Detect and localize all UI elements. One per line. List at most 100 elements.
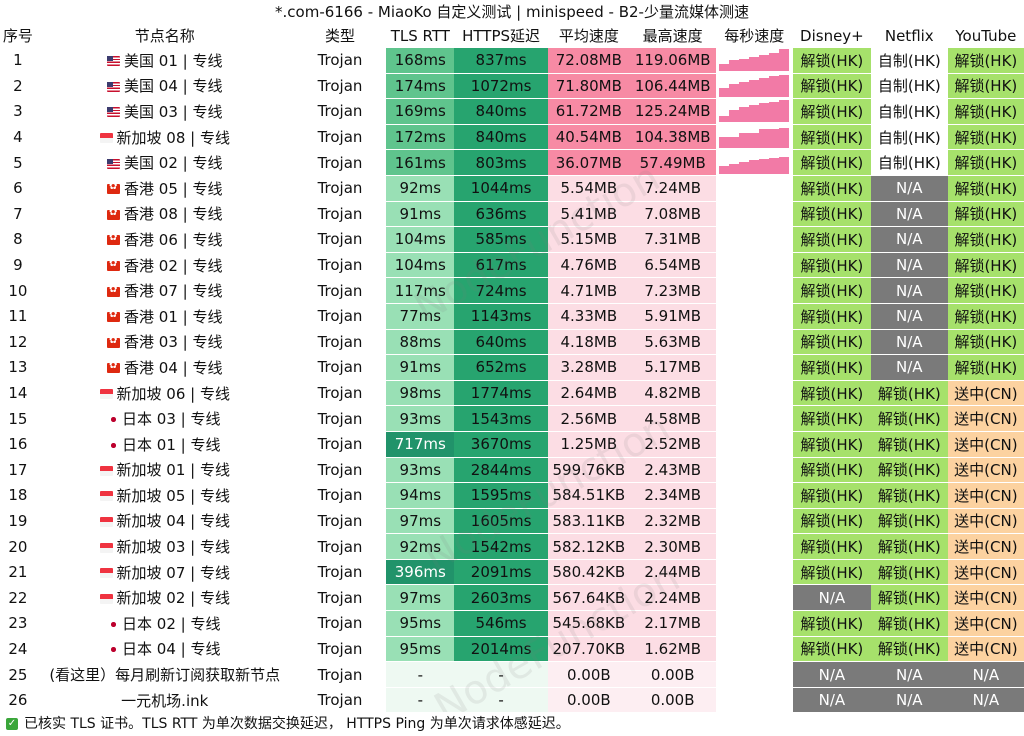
cell-youtube: 解锁(HK) xyxy=(947,226,1024,253)
cell-youtube: 送中(CN) xyxy=(947,457,1024,484)
cell-per-second-speed xyxy=(715,687,793,714)
flag-hk-icon xyxy=(107,181,121,195)
cell-index: 25 xyxy=(0,661,36,688)
cell-youtube: N/A xyxy=(947,687,1024,714)
speed-sparkline-bar xyxy=(749,57,760,72)
cell-disney: 解锁(HK) xyxy=(792,98,871,125)
cell-node-name: 一元机场.ink xyxy=(35,687,294,714)
node-name-text: 美国 04 | 专线 xyxy=(124,77,223,96)
header-tls-rtt[interactable]: TLS RTT xyxy=(386,24,455,48)
header-disney[interactable]: Disney+ xyxy=(792,24,871,48)
table-row[interactable]: 1 美国 01 | 专线 Trojan 168ms 837ms 72.08MB 119.06… xyxy=(0,47,1024,74)
cell-type: Trojan xyxy=(293,277,387,304)
header-https-latency[interactable]: HTTPS延迟 xyxy=(454,24,548,48)
node-name-text: 香港 08 | 专线 xyxy=(124,205,223,224)
table-row[interactable]: 23 日本 02 | 专线 Trojan 95ms 546ms 545.68KB 2.17M… xyxy=(0,610,1024,637)
header-node-name[interactable]: 节点名称 xyxy=(35,24,294,48)
table-row[interactable]: 11 香港 01 | 专线 Trojan77ms1143ms4.33MB5.91MB… xyxy=(0,303,1024,330)
cell-max-speed: 4.58MB xyxy=(629,405,716,432)
cell-node-name: 新加坡 05 | 专线 xyxy=(35,482,294,509)
table-row[interactable]: 24 日本 04 | 专线 Trojan 95ms 2014ms 207.70KB 1.62… xyxy=(0,636,1024,663)
table-row[interactable]: 25 (看这里）每月刷新订阅获取新节点 Trojan - -0.00B 0.00B N/A N… xyxy=(0,661,1024,688)
header-max-speed[interactable]: 最高速度 xyxy=(629,24,716,48)
cell-per-second-speed xyxy=(715,431,793,458)
table-row[interactable]: 14 新加坡 06 | 专线 Trojan 98ms 1774ms 2.64MB 4.82M… xyxy=(0,380,1024,407)
cell-type: Trojan xyxy=(293,73,387,100)
flag-jp-icon xyxy=(109,619,119,629)
cell-tls-rtt: 97ms xyxy=(386,508,455,535)
speed-sparkline-bar xyxy=(739,161,750,174)
cell-index: 24 xyxy=(0,636,36,663)
cell-https-latency: 1072ms xyxy=(454,73,548,100)
cell-https-latency: 803ms xyxy=(454,149,548,176)
cell-netflix: 解锁(HK) xyxy=(870,610,948,637)
node-name-text: 新加坡 05 | 专线 xyxy=(116,486,230,505)
table-row[interactable]: 22 新加坡 02 | 专线 Trojan 97ms 2603ms 567.64KB 2.2… xyxy=(0,584,1024,612)
cell-node-name: (看这里）每月刷新订阅获取新节点 xyxy=(35,661,294,688)
cell-index: 10 xyxy=(0,277,36,304)
cell-max-speed: 2.17MB xyxy=(629,610,716,637)
cell-tls-rtt: - xyxy=(386,661,455,688)
cell-netflix: 自制(HK) xyxy=(870,73,948,100)
table-row[interactable]: 3 美国 03 | 专线 Trojan 169ms 840ms 61.72MB 125.24… xyxy=(0,98,1024,125)
header-netflix[interactable]: Netflix xyxy=(870,24,948,48)
table-row[interactable]: 15 日本 03 | 专线 Trojan 93ms 1543ms 2.56MB 4.58MB… xyxy=(0,405,1024,432)
cell-max-speed: 104.38MB xyxy=(629,124,716,151)
cell-max-speed: 7.24MB xyxy=(629,175,716,202)
cell-per-second-speed xyxy=(715,201,793,228)
cell-per-second-speed xyxy=(715,47,793,74)
table-row[interactable]: 18 新加坡 05 | 专线 Trojan 94ms 1595ms 584.51KB 2.3… xyxy=(0,482,1024,509)
table-row[interactable]: 5 美国 02 | 专线 Trojan 161ms 803ms 36.07MB 57.49M… xyxy=(0,149,1024,176)
cell-max-speed: 5.17MB xyxy=(629,354,716,381)
table-row[interactable]: 16 日本 01 | 专线 Trojan 717ms 3670ms 1.25MB 2.52M… xyxy=(0,431,1024,458)
cell-youtube: 送中(CN) xyxy=(947,610,1024,637)
table-row[interactable]: 26 一元机场.ink Trojan - -0.00B 0.00B N/A N/A N/A xyxy=(0,687,1024,714)
cell-avg-speed: 4.71MB xyxy=(547,277,630,304)
cell-netflix: N/A xyxy=(870,661,948,688)
cell-tls-rtt: 91ms xyxy=(386,354,455,381)
table-row[interactable]: 20 新加坡 03 | 专线 Trojan 92ms 1542ms 582.12KB 2.3… xyxy=(0,533,1024,560)
cell-avg-speed: 40.54MB xyxy=(547,124,630,151)
header-per-second-speed[interactable]: 每秒速度 xyxy=(715,24,793,48)
cell-per-second-speed xyxy=(715,482,793,509)
table-row[interactable]: 19 新加坡 04 | 专线 Trojan 97ms 1605ms 583.11KB 2.3… xyxy=(0,508,1024,535)
cell-netflix: 解锁(HK) xyxy=(870,405,948,432)
cell-index: 20 xyxy=(0,533,36,560)
cell-disney: 解锁(HK) xyxy=(792,533,871,560)
cell-youtube: 送中(CN) xyxy=(947,584,1024,612)
cell-disney: 解锁(HK) xyxy=(792,559,871,586)
header-index[interactable]: 序号 xyxy=(0,24,36,48)
table-row[interactable]: 21 新加坡 07 | 专线 Trojan 396ms 2091ms 580.42KB 2.… xyxy=(0,559,1024,586)
flag-us-icon xyxy=(107,158,121,169)
header-avg-speed[interactable]: 平均速度 xyxy=(547,24,630,48)
cell-per-second-speed xyxy=(715,149,793,176)
cell-netflix: 解锁(HK) xyxy=(870,584,948,612)
cell-https-latency: 1543ms xyxy=(454,405,548,432)
header-type[interactable]: 类型 xyxy=(293,24,387,48)
cell-type: Trojan xyxy=(293,405,387,432)
table-row[interactable]: 17 新加坡 01 | 专线 Trojan 93ms 2844ms 599.76KB 2.4… xyxy=(0,457,1024,484)
speed-sparkline-bar xyxy=(769,76,780,97)
flag-jp-icon xyxy=(109,415,119,425)
cell-tls-rtt: 98ms xyxy=(386,380,455,407)
cell-node-name: 香港 03 | 专线 xyxy=(35,329,294,356)
cell-tls-rtt: 93ms xyxy=(386,405,455,432)
flag-sg-icon xyxy=(99,593,113,604)
cell-tls-rtt: 161ms xyxy=(386,149,455,176)
table-row[interactable]: 4 新加坡 08 | 专线 Trojan 172ms 840ms 40.54MB 104.3… xyxy=(0,124,1024,151)
cell-youtube: 送中(CN) xyxy=(947,380,1024,407)
cell-avg-speed: 4.18MB xyxy=(547,329,630,356)
cell-per-second-speed xyxy=(715,124,793,151)
header-youtube[interactable]: YouTube xyxy=(947,24,1024,48)
table-row[interactable]: 10 香港 07 | 专线 Trojan117ms724ms4.71MB7.23MB… xyxy=(0,277,1024,304)
table-row[interactable]: 2 美国 04 | 专线 Trojan 174ms 1072ms 71.80MB 106.4… xyxy=(0,73,1024,100)
cell-max-speed: 119.06MB xyxy=(629,47,716,74)
node-name-text: 新加坡 08 | 专线 xyxy=(116,128,230,147)
cell-avg-speed: 0.00B xyxy=(547,687,630,714)
